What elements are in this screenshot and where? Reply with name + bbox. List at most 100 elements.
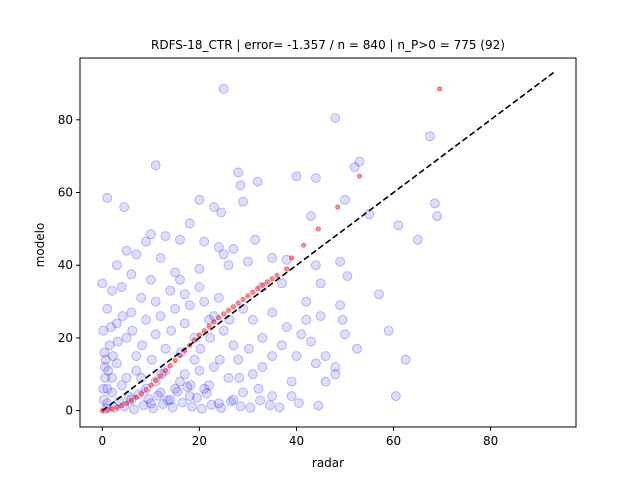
quantile-point [288,255,295,261]
observation-point [160,231,171,242]
observation-point [255,395,266,406]
observation-point [141,314,151,325]
x-axis-ticks: 0 20 40 60 80 [99,427,498,448]
observation-point [213,292,224,303]
observation-point [293,398,304,408]
observation-point [121,372,132,383]
quantile-point [158,373,164,379]
observation-point [199,383,210,394]
observation-point [170,267,181,278]
observation-point [100,354,111,365]
observation-point [383,325,394,336]
observation-point [228,243,239,254]
axes-frame [79,57,577,428]
observation-point [179,369,190,380]
observation-point [228,394,239,405]
quantile-point [245,293,251,299]
observation-point [111,358,122,369]
observation-point [100,372,111,383]
observation-point [117,311,128,322]
observation-point [335,256,346,267]
x-axis-label: radar [312,456,344,470]
observation-point [267,307,278,318]
observation-point [238,196,249,207]
observation-point [310,260,321,271]
observation-point [218,325,229,336]
observation-point [155,387,166,398]
observation-point [119,202,130,213]
quantile-point [250,289,256,295]
observation-point [354,156,365,167]
observation-point [185,380,196,391]
observation-point [126,307,137,318]
quantile-point [264,279,270,285]
observation-point [112,336,123,347]
observation-point [98,325,109,336]
observation-point [166,325,177,336]
observation-point [216,403,227,414]
observation-point [131,351,142,362]
observation-point [342,271,353,282]
quantile-point [114,404,120,410]
observation-point [179,318,190,329]
x-tick-label: 40 [289,434,304,448]
observation-point [301,314,312,325]
quantile-point [315,226,321,232]
observation-point [228,340,239,351]
observation-point [313,400,324,411]
observation-point [238,387,249,398]
observation-point [306,211,316,222]
observation-point [235,401,246,412]
observation-point [216,207,227,218]
observation-point [116,380,127,391]
observation-point [127,325,138,336]
observation-point [184,218,195,229]
observation-point [243,343,254,354]
observation-point [107,372,117,383]
observation-point [310,173,321,183]
observation-point [296,329,307,340]
observation-point [160,365,171,376]
y-tick-label: 0 [65,404,73,418]
observation-point [208,311,219,322]
observation-point [218,249,229,260]
y-tick-label: 20 [58,331,73,345]
observation-point [235,180,246,191]
quantile-point [225,307,232,313]
observation-point [330,362,341,372]
quantile-point [196,332,202,338]
observation-point [208,362,219,372]
observation-point [245,402,256,413]
observation-point [126,269,137,280]
observation-point [337,314,348,325]
observation-point [330,369,341,380]
observation-point [165,285,176,296]
y-axis-ticks: 0 20 40 60 80 [58,113,80,418]
observation-point [136,292,147,303]
observation-point [145,398,156,409]
quantile-point [206,323,212,329]
observation-point [233,167,244,178]
quantile-point [356,173,363,179]
observation-point [172,386,183,397]
observation-point [206,399,217,410]
observation-point [281,322,292,332]
observation-point [141,236,151,247]
observation-point [99,347,110,358]
observation-point [99,362,110,372]
observation-point [301,296,312,307]
quantile-point [138,390,144,397]
observation-point [155,311,166,322]
observation-point [194,194,205,205]
observation-point [145,274,156,285]
observation-point [187,401,198,412]
observation-point [108,351,118,362]
observation-point [393,220,404,231]
observation-point [276,278,287,289]
identity-line [101,71,555,412]
observation-point [264,400,275,411]
observation-point [286,391,297,402]
observation-point [424,131,435,142]
observation-point [192,392,202,403]
observation-point [175,376,185,387]
